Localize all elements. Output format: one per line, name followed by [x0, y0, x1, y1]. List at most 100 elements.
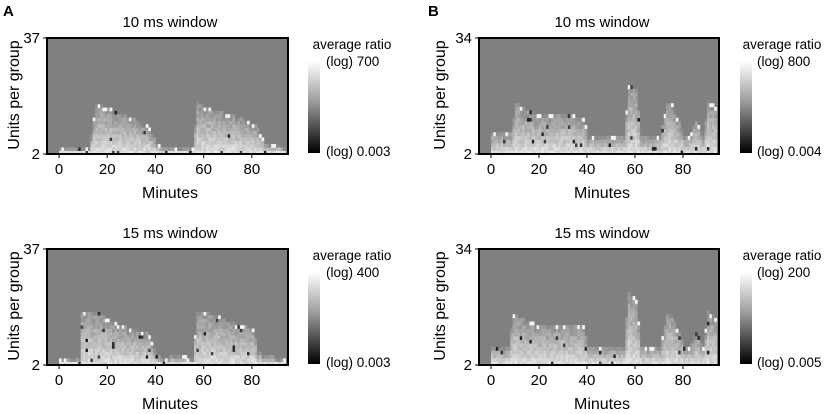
- heatmap-cell: [515, 314, 518, 319]
- heatmap-cell: [711, 336, 715, 340]
- heatmap-cell: [714, 135, 717, 140]
- heatmap-cell: [704, 121, 708, 126]
- heatmap-cell: [512, 150, 516, 155]
- heatmap-cell: [546, 343, 549, 348]
- heatmap-cell: [83, 338, 86, 343]
- heatmap-cell: [577, 135, 581, 140]
- heatmap-cell: [66, 147, 69, 151]
- heatmap-cell: [244, 325, 248, 329]
- heatmap-cell: [230, 338, 233, 343]
- heatmap-cell: [169, 150, 173, 155]
- heatmap-cell: [145, 358, 149, 362]
- heatmap-cell: [659, 146, 662, 151]
- heatmap-cell: [632, 310, 636, 315]
- heatmap-cell: [596, 150, 600, 155]
- heatmap-cell: [124, 361, 127, 366]
- heatmap-cell: [271, 358, 274, 362]
- heatmap-cell: [560, 354, 564, 359]
- heatmap-cell: [128, 137, 132, 142]
- heatmap-cell: [515, 150, 518, 155]
- heatmap-cell: [210, 134, 214, 138]
- heatmap-cell: [697, 132, 701, 137]
- heatmap-cell: [203, 124, 207, 128]
- heatmap-cell: [500, 139, 504, 144]
- heatmap-cell: [140, 140, 144, 145]
- heatmap-cell: [184, 361, 188, 366]
- heatmap-cell: [519, 336, 523, 340]
- heatmap-cell: [220, 120, 224, 125]
- heatmap-cell: [541, 117, 545, 122]
- heatmap-cell: [519, 346, 523, 351]
- heatmap-cell: [112, 137, 115, 142]
- heatmap-cell: [198, 361, 202, 366]
- heatmap-cell: [563, 354, 566, 359]
- heatmap-cell: [239, 134, 243, 138]
- heatmap-cell: [157, 355, 161, 359]
- heatmap-cell: [675, 150, 679, 155]
- heatmap-cell: [244, 345, 248, 349]
- heatmap-cell: [714, 146, 717, 151]
- heatmap-cell: [534, 354, 537, 359]
- heatmap-cell: [536, 135, 540, 140]
- heatmap-cell: [239, 137, 243, 142]
- heatmap-cell: [261, 358, 265, 362]
- heatmap-cell: [507, 139, 511, 144]
- heatmap-cell: [232, 355, 236, 359]
- heatmap-cell: [124, 358, 127, 362]
- heatmap-cell: [102, 328, 106, 333]
- heatmap-cell: [95, 338, 98, 343]
- heatmap-cell: [201, 335, 204, 339]
- heatmap-cell: [87, 351, 91, 356]
- heatmap-cell: [565, 354, 569, 359]
- heatmap-cell: [201, 321, 204, 326]
- heatmap-cell: [563, 350, 566, 355]
- heatmap-cell: [100, 361, 103, 366]
- heatmap-cell: [536, 117, 540, 122]
- heatmap-cell: [563, 150, 566, 155]
- heatmap-cell: [675, 128, 679, 133]
- heatmap-cell: [116, 328, 120, 333]
- heatmap-cell: [215, 127, 219, 132]
- heatmap-cell: [244, 137, 248, 142]
- colorbar: [308, 61, 320, 153]
- heatmap-cell: [565, 139, 569, 144]
- heatmap-cell: [522, 343, 525, 348]
- heatmap-cell: [527, 325, 530, 330]
- heatmap-cell: [251, 124, 255, 128]
- heatmap-cell: [237, 127, 241, 132]
- heatmap-cell: [637, 336, 641, 340]
- heatmap-cell: [208, 318, 212, 323]
- heatmap-cell: [673, 121, 677, 126]
- heatmap-cell: [121, 361, 125, 366]
- heatmap-cell: [555, 354, 559, 359]
- heatmap-cell: [273, 147, 277, 151]
- heatmap-cell: [531, 125, 535, 129]
- heatmap-cell: [251, 328, 255, 333]
- heatmap-cell: [85, 358, 89, 362]
- heatmap-cell: [546, 357, 549, 362]
- heatmap-cell: [222, 318, 226, 323]
- heatmap-cell: [603, 357, 607, 362]
- heatmap-cell: [251, 361, 255, 366]
- heatmap-cell: [627, 125, 631, 129]
- heatmap-cell: [635, 139, 638, 144]
- heatmap-cell: [510, 135, 513, 140]
- heatmap-cell: [551, 328, 554, 333]
- heatmap-cell: [546, 332, 549, 337]
- heatmap-cell: [584, 125, 588, 129]
- heatmap-cell: [227, 325, 231, 329]
- heatmap-cell: [242, 358, 245, 362]
- heatmap-cell: [577, 117, 581, 122]
- heatmap-cell: [673, 117, 677, 122]
- heatmap-cell: [601, 143, 605, 148]
- heatmap-cell: [661, 125, 665, 129]
- heatmap-cell: [100, 341, 103, 346]
- heatmap-cell: [714, 343, 717, 348]
- heatmap-cell: [203, 117, 207, 122]
- heatmap-cell: [666, 110, 669, 115]
- heatmap-cell: [707, 339, 710, 344]
- heatmap-cell: [133, 117, 137, 122]
- heatmap-cell: [635, 135, 638, 140]
- heatmap-cell: [630, 146, 633, 151]
- heatmap-cell: [527, 339, 530, 344]
